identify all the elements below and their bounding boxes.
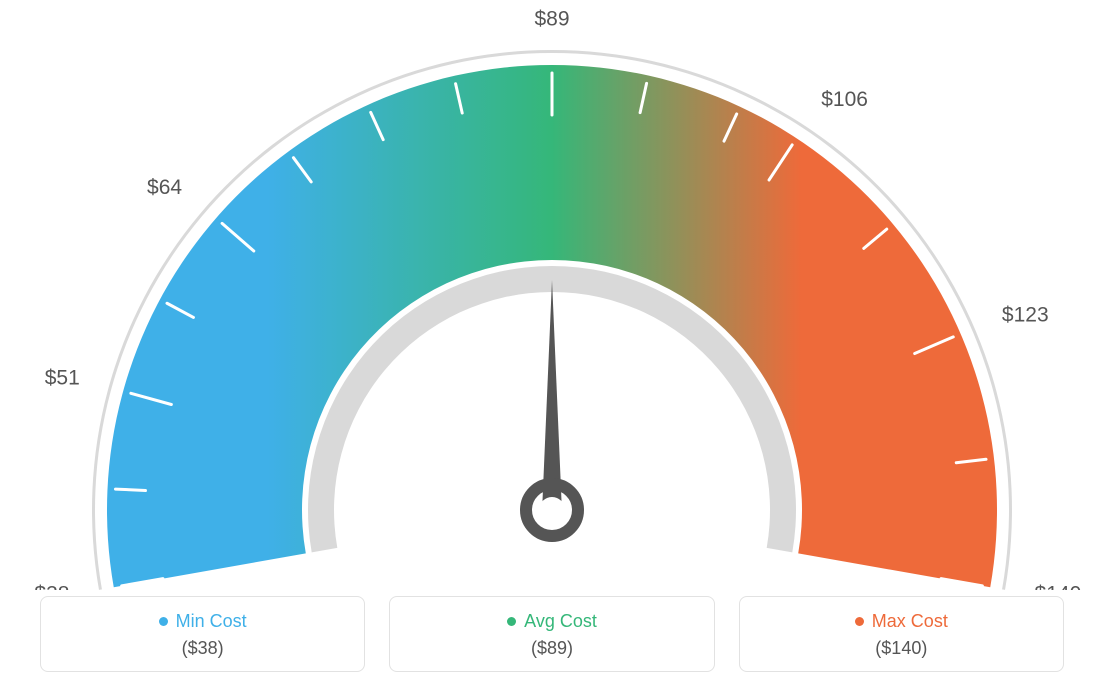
legend-card-max: Max Cost ($140) [739,596,1064,672]
svg-text:$64: $64 [147,176,182,199]
svg-text:$106: $106 [821,88,868,111]
legend-value-min: ($38) [51,638,354,659]
legend-label-min: Min Cost [176,611,247,632]
legend-dot-min [159,617,168,626]
legend-card-min: Min Cost ($38) [40,596,365,672]
svg-text:$123: $123 [1002,303,1049,326]
svg-text:$38: $38 [34,583,69,590]
cost-gauge: $38 $51 $64 $89 $106 $123 $140 [0,0,1104,590]
svg-text:$51: $51 [45,367,80,390]
legend-dot-avg [507,617,516,626]
legend-value-max: ($140) [750,638,1053,659]
legend-value-avg: ($89) [400,638,703,659]
svg-text:$89: $89 [534,8,569,31]
svg-text:$140: $140 [1035,583,1082,590]
legend-dot-max [855,617,864,626]
legend-card-avg: Avg Cost ($89) [389,596,714,672]
legend-row: Min Cost ($38) Avg Cost ($89) Max Cost (… [40,596,1064,672]
legend-label-max: Max Cost [872,611,948,632]
legend-label-avg: Avg Cost [524,611,597,632]
